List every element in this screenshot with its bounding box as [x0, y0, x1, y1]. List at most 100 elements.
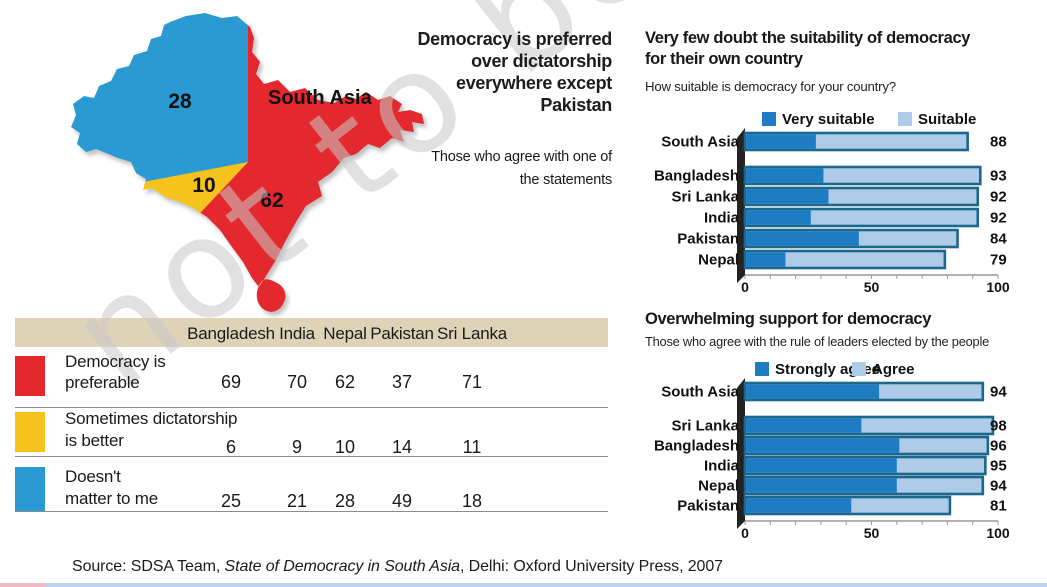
bar-strong-segment — [746, 189, 829, 204]
bar-strong-segment — [746, 168, 824, 183]
bar-total — [743, 249, 947, 270]
table-cell: 6 — [225, 437, 237, 457]
axis-tick-label: 50 — [864, 525, 880, 541]
bar-value-label: 88 — [990, 134, 1007, 151]
bottom-strip-pink — [0, 583, 45, 587]
headline-subtitle-line: the statements — [519, 172, 613, 188]
source-suffix: , Delhi: Oxford University Press, 2007 — [459, 558, 723, 575]
table-column-header: India — [279, 324, 315, 343]
table-row-label: preferable — [65, 373, 140, 392]
bar-value-label: 94 — [990, 384, 1007, 401]
legend-swatch-sometimes-dictatorship — [15, 412, 45, 452]
category-label: South Asia — [661, 384, 739, 401]
map-value-red: 62 — [260, 189, 283, 212]
suitability-bar-chart: Very suitable Suitable South Asia 88 Banglad… — [654, 111, 1010, 295]
table-divider — [15, 407, 608, 408]
bar-strong-segment — [746, 418, 862, 433]
map-value-blue: 28 — [168, 90, 192, 113]
table-cell: 37 — [391, 372, 413, 392]
suitability-chart-subtitle: How suitable is democracy for your count… — [645, 79, 896, 94]
axis-tick-label: 0 — [741, 279, 749, 295]
table-cell: 69 — [220, 372, 242, 392]
axis-tick-label: 0 — [741, 525, 749, 541]
title-line: for their own country — [645, 50, 803, 68]
bar-value-label: 84 — [990, 231, 1007, 248]
axis-tick-label: 50 — [864, 279, 880, 295]
bar-strong-segment — [746, 458, 897, 473]
table-cell: 10 — [334, 437, 356, 457]
table-cell: 21 — [286, 491, 308, 511]
category-label: India — [704, 210, 740, 227]
category-label: Pakistan — [677, 498, 739, 515]
bar-value-label: 92 — [990, 210, 1007, 227]
legend-swatch — [898, 112, 912, 126]
table-cell: 14 — [391, 437, 413, 457]
legend-label: Very suitable — [782, 111, 875, 128]
legend-swatch — [762, 112, 776, 126]
table-divider — [15, 456, 608, 457]
map-region-label: South Asia — [268, 87, 373, 109]
legend-swatch-democracy-preferable — [15, 356, 45, 396]
headline-line: everywhere except — [455, 73, 612, 93]
category-label: India — [704, 458, 740, 475]
category-label: Sri Lanka — [671, 418, 739, 435]
table-column-header: Nepal — [323, 324, 367, 343]
headline-line: Pakistan — [540, 95, 612, 115]
axis-spine-3d — [737, 128, 745, 283]
table-header-band — [15, 318, 608, 347]
source-prefix: Source: SDSA Team, — [72, 558, 225, 575]
bar-strong-segment — [746, 478, 897, 493]
bar-strong-segment — [746, 134, 816, 149]
category-label: Nepal — [698, 252, 739, 269]
axis-tick-label: 100 — [986, 279, 1010, 295]
headline-subtitle: Those who agree with one of the statemen… — [332, 146, 612, 192]
table-cell: 28 — [334, 491, 356, 511]
source-note: Source: SDSA Team, State of Democracy in… — [72, 558, 723, 576]
bar-value-label: 79 — [990, 252, 1007, 269]
support-chart-subtitle: Those who agree with the rule of leaders… — [645, 334, 990, 349]
bottom-strip-blue — [45, 583, 1047, 587]
table-cell: 71 — [461, 372, 483, 392]
table-cell: 18 — [461, 491, 483, 511]
headline: Democracy is preferred over dictatorship… — [352, 28, 612, 116]
table-row-label: is better — [65, 431, 124, 450]
table-cell: 70 — [286, 372, 308, 392]
table-row-label: matter to me — [65, 489, 159, 508]
category-label: Bangladesh — [654, 168, 739, 185]
map-value-yellow: 10 — [192, 174, 215, 197]
table-divider — [15, 511, 608, 512]
legend-swatch-doesnt-matter — [15, 467, 45, 511]
bar-strong-segment — [746, 498, 852, 513]
source-book-title: State of Democracy in South Asia — [224, 558, 461, 575]
axis-spine-3d — [737, 378, 745, 529]
bar-strong-segment — [746, 252, 786, 267]
category-label: Nepal — [698, 478, 739, 495]
title-line: Overwhelming support for democracy — [645, 310, 932, 328]
table-row-label: Sometimes dictatorship — [65, 409, 238, 428]
table-cell: 62 — [334, 372, 356, 392]
table-cell: 9 — [291, 437, 303, 457]
axis-tick-label: 100 — [986, 525, 1010, 541]
south-asia-map: 28 10 62 South Asia — [71, 13, 424, 312]
category-label: Bangladesh — [654, 438, 739, 455]
title-line: Very few doubt the suitability of democr… — [645, 29, 971, 47]
bar-value-label: 98 — [990, 418, 1007, 435]
bar-strong-segment — [746, 231, 859, 246]
legend-swatch — [755, 362, 769, 376]
bar-strong-segment — [746, 210, 811, 225]
bar-strong-segment — [746, 438, 900, 453]
table-column-header: Bangladesh — [187, 324, 275, 343]
bar-value-label: 81 — [990, 498, 1007, 515]
bar-value-label: 92 — [990, 189, 1007, 206]
table-cell: 11 — [462, 437, 482, 457]
legend-swatch — [852, 362, 866, 376]
category-label: South Asia — [661, 134, 739, 151]
headline-subtitle-line: Those who agree with one of — [431, 149, 612, 165]
bar-value-label: 94 — [990, 478, 1007, 495]
table-column-header: Pakistan — [370, 324, 434, 343]
suitability-chart-title: Very few doubt the suitability of democr… — [645, 28, 1045, 70]
category-label: Pakistan — [677, 231, 739, 248]
bar-value-label: 95 — [990, 458, 1007, 475]
